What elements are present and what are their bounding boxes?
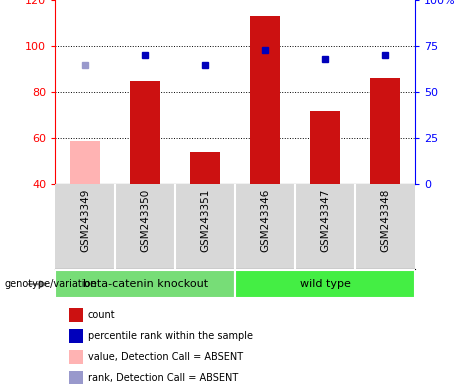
Bar (55, 270, 235, 298)
Text: GSM243351: GSM243351 (200, 189, 210, 252)
Text: beta-catenin knockout: beta-catenin knockout (83, 279, 208, 289)
Text: rank, Detection Call = ABSENT: rank, Detection Call = ABSENT (88, 373, 238, 383)
Bar (235, 270, 415, 298)
Text: value, Detection Call = ABSENT: value, Detection Call = ABSENT (88, 352, 242, 362)
Bar (250, 16, 280, 184)
Text: percentile rank within the sample: percentile rank within the sample (88, 331, 253, 341)
Text: GSM243349: GSM243349 (80, 189, 90, 252)
Text: GSM243350: GSM243350 (140, 189, 150, 252)
Text: GSM243346: GSM243346 (260, 189, 270, 252)
Text: wild type: wild type (300, 279, 350, 289)
Bar (190, 152, 220, 184)
Text: GSM243347: GSM243347 (320, 189, 330, 252)
Text: GSM243348: GSM243348 (380, 189, 390, 252)
Bar (370, 78, 400, 184)
Text: genotype/variation: genotype/variation (5, 279, 97, 289)
Bar (130, 81, 160, 184)
Text: count: count (88, 310, 115, 320)
Bar (310, 111, 340, 184)
Bar (70, 141, 100, 184)
